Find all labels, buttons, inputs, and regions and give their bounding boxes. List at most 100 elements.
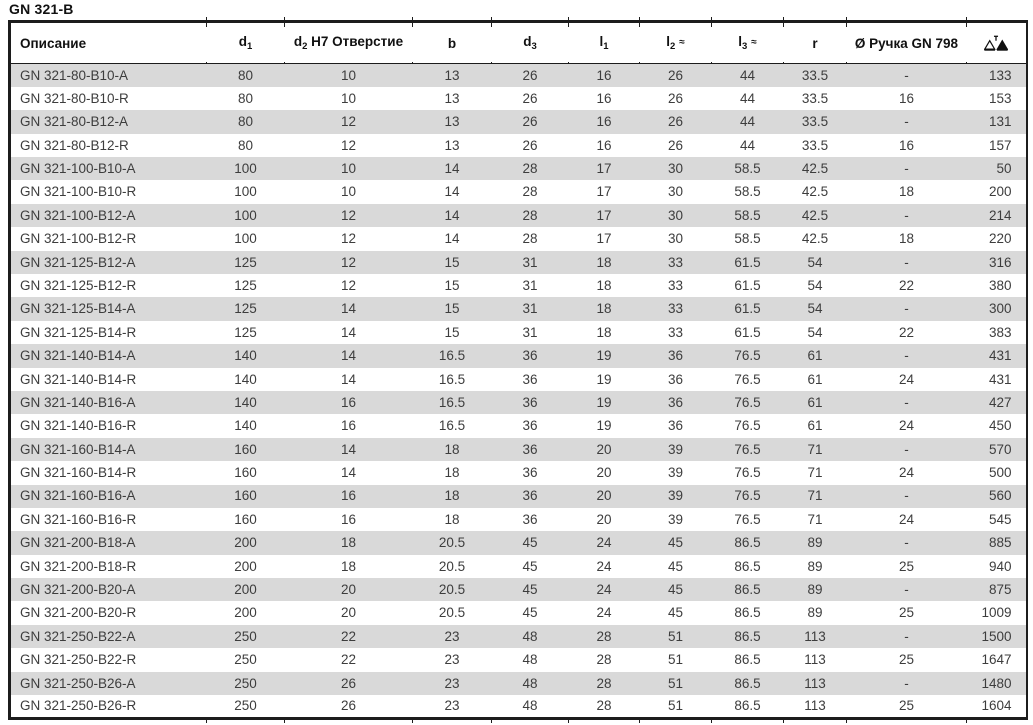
table-row: GN 321-250-B22-A 250 22 23 48 28 51 86.5 113-150… <box>9 624 1027 649</box>
cell-l1: 16 <box>596 137 612 153</box>
cell-l3: 61.5 <box>734 277 761 293</box>
cell-r: 113 <box>804 652 826 668</box>
cell-r: 71 <box>807 465 823 481</box>
approx-symbol: ≈ <box>751 37 757 48</box>
cell-l2: 51 <box>638 695 712 724</box>
col-header-label: b <box>447 35 457 51</box>
cell-r: 113 <box>782 695 847 724</box>
subscript: 3 <box>531 41 537 52</box>
cell-l3: 76.5 <box>734 511 761 527</box>
cell-l3: 76.5 <box>734 418 761 434</box>
cell-l2: 30 <box>639 157 712 181</box>
cell-d3: 26 <box>522 90 538 106</box>
cell-d1: 125 <box>206 297 285 321</box>
cell-desc: GN 321-140-B16-A <box>9 390 207 415</box>
cell-handle: 16 <box>898 137 915 153</box>
cell-desc: GN 321-100-B10-R <box>20 184 137 200</box>
cell-weight: 380 <box>988 277 1012 293</box>
cell-l2: 36 <box>639 390 712 415</box>
cell-desc: GN 321-80-B10-R <box>20 90 129 106</box>
cell-d3: 26 <box>522 137 538 153</box>
cell-d1: 200 <box>206 578 285 602</box>
cell-d2: 12 <box>284 110 413 134</box>
cell-r: 71 <box>807 511 823 527</box>
cell-handle: - <box>846 344 967 368</box>
cell-desc: GN 321-250-B22-R <box>20 652 137 668</box>
cell-d3: 28 <box>522 231 538 247</box>
cell-d1: 140 <box>234 418 257 434</box>
cell-handle: 18 <box>898 184 915 200</box>
cell-desc: GN 321-160-B16-R <box>20 511 137 527</box>
cell-r: 33.5 <box>801 137 829 153</box>
cell-l3: 86.5 <box>734 652 761 668</box>
table-row: GN 321-160-B16-R 160 16 18 36 20 39 76.5 71 24 545 <box>10 508 1027 531</box>
cell-d1: 100 <box>206 157 285 181</box>
table-row: GN 321-250-B22-R 250 22 23 48 28 51 86.5 113 25 16… <box>10 648 1027 671</box>
cell-l3: 44 <box>711 63 784 87</box>
cell-d2: 10 <box>340 184 357 200</box>
col-header-description: Описание <box>9 20 207 64</box>
cell-desc: GN 321-100-B10-A <box>9 157 207 181</box>
cell-d3: 36 <box>491 484 569 508</box>
cell-d1: 100 <box>234 184 257 200</box>
cell-d1: 100 <box>234 231 257 247</box>
cell-l1: 17 <box>596 184 612 200</box>
cell-weight: 450 <box>988 418 1012 434</box>
cell-d1: 160 <box>206 484 285 508</box>
col-header-label: l <box>738 34 742 49</box>
cell-d3: 45 <box>491 531 569 555</box>
cell-l3: 76.5 <box>711 390 784 415</box>
table-row: GN 321-140-B16-R 140 16 16.5 36 19 36 76.5 61 24 4… <box>10 414 1027 437</box>
cell-b: 18 <box>412 484 492 508</box>
cell-d3: 48 <box>522 652 538 668</box>
cell-b: 15 <box>412 250 492 275</box>
cell-l3: 86.5 <box>734 558 761 574</box>
cell-weight: 200 <box>988 184 1012 200</box>
cell-weight: 500 <box>988 465 1012 481</box>
cell-d2: 16 <box>340 511 357 527</box>
cell-weight: 875 <box>966 578 1027 602</box>
table-row: GN 321-250-B26-A 250 26 23 48 28 51 86.5 113-148… <box>9 671 1027 696</box>
cell-handle: - <box>846 203 967 228</box>
cell-d1: 250 <box>206 671 285 696</box>
cell-desc: GN 321-140-B14-A <box>9 344 207 368</box>
cell-b: 14 <box>444 184 460 200</box>
cell-l2: 33 <box>667 324 684 340</box>
table-row: GN 321-125-B14-A 125 14 15 31 18 33 61.5 54-300 <box>9 297 1027 321</box>
approx-symbol: ≈ <box>679 37 685 48</box>
cell-d3: 45 <box>522 605 538 621</box>
table-body: GN 321-80-B10-A 80 10 13 26 16 26 44 33.5-133 GN … <box>9 63 1027 724</box>
cell-d1: 100 <box>206 203 285 228</box>
col-header-r: r <box>782 18 847 70</box>
cell-l2: 26 <box>639 110 712 134</box>
cell-l1: 24 <box>568 531 640 555</box>
cell-l2: 33 <box>639 297 712 321</box>
cell-r: 61 <box>783 344 847 368</box>
cell-weight: 383 <box>988 324 1012 340</box>
cell-l3: 61.5 <box>711 297 784 321</box>
cell-r: 61 <box>783 390 847 415</box>
table-row: GN 321-250-B26-R 250 26 23 48 28 51 86.5 113 25 16… <box>9 695 1027 724</box>
cell-handle: - <box>846 531 967 555</box>
cell-weight: 214 <box>966 203 1027 228</box>
cell-l2: 39 <box>639 437 712 462</box>
table-row: GN 321-125-B12-R 125 12 15 31 18 33 61.5 54 22 380 <box>10 274 1027 297</box>
cell-d2: 10 <box>284 63 413 87</box>
cell-b: 23 <box>412 624 492 649</box>
cell-b: 14 <box>412 157 492 181</box>
cell-b: 13 <box>412 110 492 134</box>
col-header-label: d <box>523 34 532 49</box>
cell-d3: 28 <box>491 157 569 181</box>
cell-handle: - <box>846 63 967 87</box>
col-header-label: H7 Отверстие <box>307 34 404 49</box>
cell-d3: 28 <box>522 184 538 200</box>
cell-d2: 10 <box>340 90 357 106</box>
cell-weight: 940 <box>988 558 1012 574</box>
cell-desc: GN 321-125-B12-R <box>20 277 137 293</box>
cell-b: 13 <box>412 63 492 87</box>
cell-l2: 33 <box>639 250 712 275</box>
cell-d3: 36 <box>491 437 569 462</box>
cell-handle: 25 <box>898 652 915 668</box>
cell-l3: 76.5 <box>711 344 784 368</box>
table-row: GN 321-100-B10-A 100 10 14 28 17 30 58.5 42.5-50 <box>9 157 1027 181</box>
